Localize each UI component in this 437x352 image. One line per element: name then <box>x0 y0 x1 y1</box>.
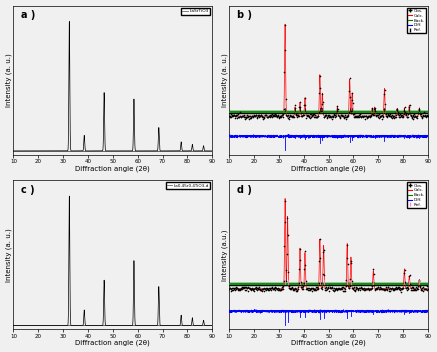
X-axis label: Diffraction angle (2θ): Diffraction angle (2θ) <box>291 340 366 346</box>
Legend: La0.45r0.4TiO3-d: La0.45r0.4TiO3-d <box>166 182 210 189</box>
Text: b ): b ) <box>237 10 252 20</box>
Y-axis label: Intensity (a.u.): Intensity (a.u.) <box>221 229 228 281</box>
X-axis label: Diffraction angle (2θ): Diffraction angle (2θ) <box>291 165 366 172</box>
Y-axis label: Intensity (a. u.): Intensity (a. u.) <box>6 228 12 282</box>
Legend: Obs., Calc., Back., Diff., Ref.: Obs., Calc., Back., Diff., Ref. <box>407 182 426 208</box>
Y-axis label: Intensity (a. u.): Intensity (a. u.) <box>221 53 228 107</box>
Text: d ): d ) <box>237 185 252 195</box>
Text: a ): a ) <box>21 10 36 20</box>
X-axis label: Diffraction angle (2θ): Diffraction angle (2θ) <box>76 340 150 346</box>
Y-axis label: Intensity (a. u.): Intensity (a. u.) <box>6 53 12 107</box>
Legend: Obs., Calc., Back., Diff., Ref.: Obs., Calc., Back., Diff., Ref. <box>407 8 426 33</box>
Text: c ): c ) <box>21 185 35 195</box>
X-axis label: Diffraction angle (2θ): Diffraction angle (2θ) <box>76 165 150 172</box>
Legend: LaSrTiO3: LaSrTiO3 <box>181 8 210 14</box>
